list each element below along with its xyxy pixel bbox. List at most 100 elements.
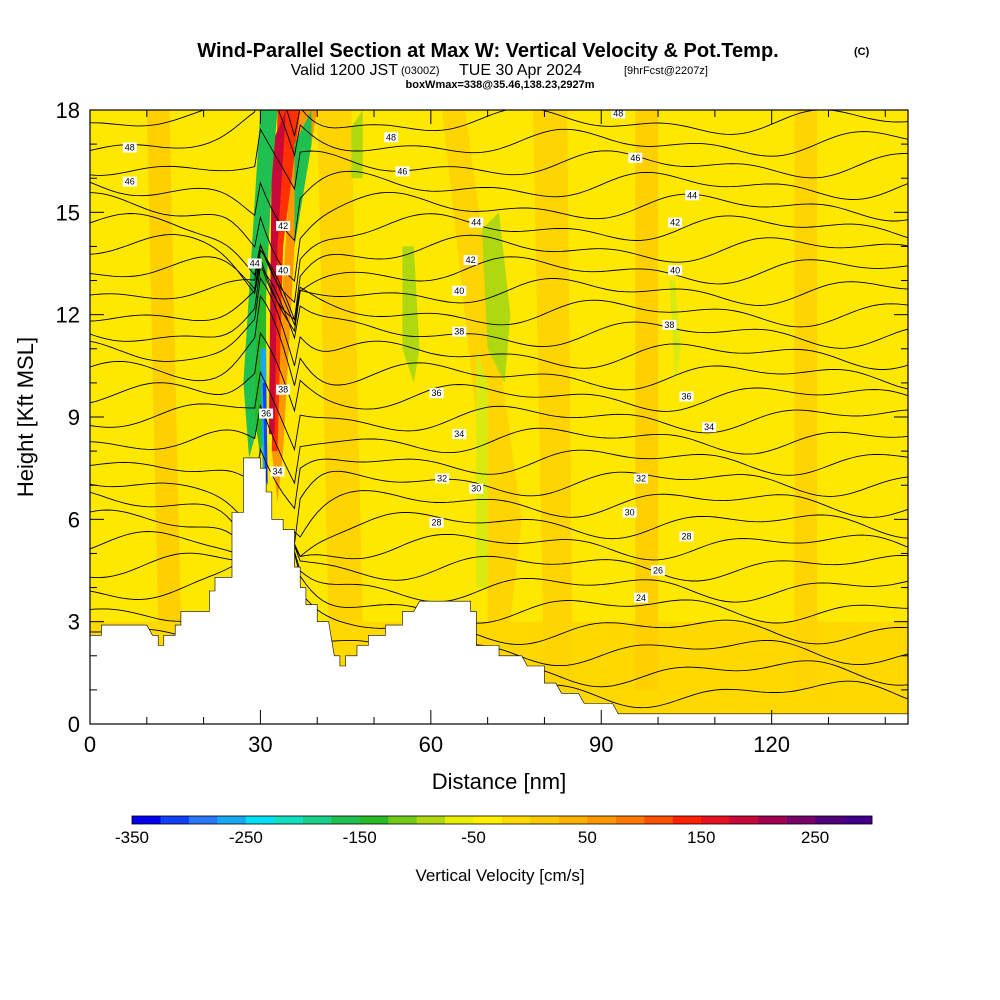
theta-contour-line xyxy=(90,191,908,283)
velocity-band-weak-up xyxy=(794,110,818,690)
colorbar-tick-label: -250 xyxy=(229,828,263,847)
velocity-band-weak-down xyxy=(482,212,511,383)
colorbar-labels: -350 -250 -150 -50 50 150 250 xyxy=(115,828,829,847)
colorbar-segment xyxy=(530,816,560,824)
colorbar-segment xyxy=(672,816,702,824)
contour-label-box xyxy=(469,483,484,494)
theta-contour-line xyxy=(90,447,908,510)
contour-label-box xyxy=(452,326,467,337)
colorbar-segment xyxy=(729,816,759,824)
contour-label-box xyxy=(452,429,467,440)
colorbar-segment xyxy=(473,816,503,824)
colorbar-segment xyxy=(302,816,332,824)
contour-label: 48 xyxy=(125,143,135,153)
theta-contour-line xyxy=(90,294,908,391)
colorbar-segment xyxy=(558,816,588,824)
contour-label: 28 xyxy=(681,531,691,541)
colorbar-segment xyxy=(416,816,446,824)
contour-label-box xyxy=(622,507,637,518)
theta-contour-line xyxy=(90,110,908,137)
x-tick-label: 30 xyxy=(248,732,272,757)
velocity-band-weak-down xyxy=(351,110,363,179)
contour-label: 38 xyxy=(664,320,674,330)
velocity-band-updraft-core xyxy=(268,110,286,435)
colorbar-segment xyxy=(758,816,787,824)
theta-contour-line xyxy=(90,265,908,349)
colorbar-segment xyxy=(132,816,161,824)
contour-label: 40 xyxy=(454,286,464,296)
x-tick-label: 90 xyxy=(589,732,613,757)
contour-label: 32 xyxy=(437,473,447,483)
contour-label: 30 xyxy=(625,508,635,518)
velocity-band-weak-down xyxy=(476,348,488,588)
contour-label-box xyxy=(384,132,399,143)
contour-label: 38 xyxy=(278,385,288,395)
x-tick-label: 0 xyxy=(84,732,96,757)
velocity-band-updraft xyxy=(271,110,318,503)
theta-contour-line xyxy=(90,470,908,545)
colorbar-segment xyxy=(274,816,304,824)
theta-contour-line xyxy=(90,509,908,579)
colorbar-tick-label: 50 xyxy=(578,828,597,847)
colorbar-segment xyxy=(644,816,674,824)
theta-contour-line xyxy=(90,331,908,413)
contour-label-box xyxy=(685,190,700,201)
y-tick-labels: 0 3 6 9 12 15 18 xyxy=(56,98,80,737)
contour-label-box xyxy=(259,408,274,419)
contour-label: 42 xyxy=(670,218,680,228)
contour-label-box xyxy=(463,255,478,266)
terrain-mask xyxy=(90,457,908,724)
contour-label-box xyxy=(702,422,717,433)
contour-label: 32 xyxy=(636,473,646,483)
colorbar-title: Vertical Velocity [cm/s] xyxy=(415,866,584,885)
contour-label: 46 xyxy=(397,166,407,176)
y-tick-label: 3 xyxy=(68,610,80,635)
contour-label: 34 xyxy=(272,467,282,477)
y-tick-label: 18 xyxy=(56,98,80,123)
theta-contour-line xyxy=(90,531,908,577)
contour-label-box xyxy=(668,265,683,276)
contour-label-box xyxy=(429,388,444,399)
y-tick-label: 9 xyxy=(68,405,80,430)
contour-label: 48 xyxy=(386,132,396,142)
velocity-band-weak-down xyxy=(669,280,681,383)
contour-label-box xyxy=(634,592,649,603)
contour-label-box xyxy=(122,142,137,153)
theta-contour-line xyxy=(90,234,908,321)
contour-label-box xyxy=(651,565,666,576)
contour-label: 44 xyxy=(687,190,697,200)
contour-label-box xyxy=(276,265,291,276)
theta-contour-line xyxy=(90,243,908,327)
contour-label: 40 xyxy=(278,265,288,275)
colorbar-segment xyxy=(245,816,275,824)
contour-label: 26 xyxy=(653,566,663,576)
contour-label: 34 xyxy=(454,429,464,439)
theta-contour-line xyxy=(90,127,908,191)
contour-label: 34 xyxy=(704,422,714,432)
theta-contour-line xyxy=(90,110,908,158)
valid-time-d: [9hrFcst@2207z] xyxy=(624,65,708,77)
valid-time-a: Valid 1200 JST xyxy=(291,62,399,79)
colorbar-segment xyxy=(701,816,730,824)
colorbar-segment xyxy=(217,816,247,824)
x-tick-label: 60 xyxy=(419,732,443,757)
contour-label: 36 xyxy=(261,409,271,419)
colorbar-tick-label: 150 xyxy=(687,828,715,847)
contour-label-box xyxy=(276,220,291,231)
y-tick-label: 15 xyxy=(56,200,80,225)
contour-label-box xyxy=(679,391,694,402)
contour-label-box xyxy=(395,166,410,177)
contour-label: 48 xyxy=(613,108,623,118)
contour-label-box xyxy=(628,152,643,163)
y-tick-label: 6 xyxy=(68,507,80,532)
colorbar-segment xyxy=(388,816,417,824)
contour-label-box xyxy=(276,384,291,395)
contour-label: 46 xyxy=(125,177,135,187)
theta-contour-line xyxy=(90,490,908,577)
contour-label: 36 xyxy=(681,392,691,402)
colorbar-segment xyxy=(786,816,816,824)
colorbar-tick-label: -150 xyxy=(343,828,377,847)
y-axis-title: Height [Kft MSL] xyxy=(13,337,38,497)
contour-label-box xyxy=(270,466,285,477)
